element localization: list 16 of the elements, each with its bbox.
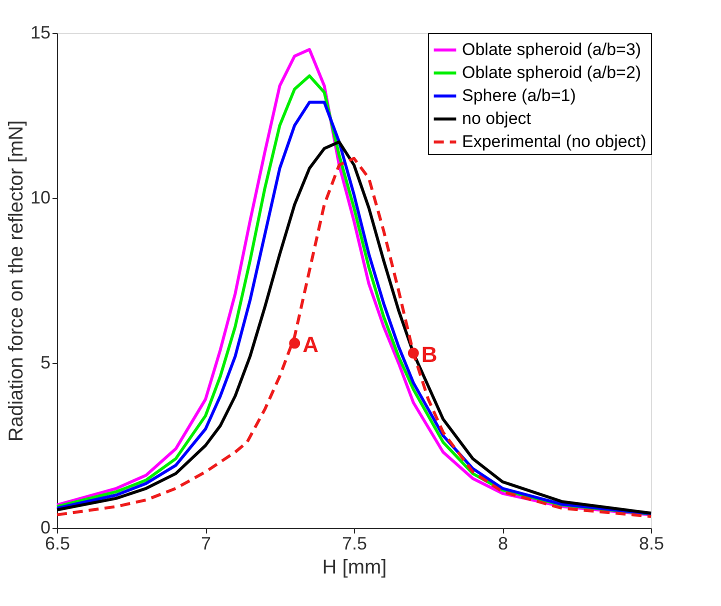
x-tick-label: 7.5 <box>342 534 368 554</box>
legend-label: Sphere (a/b=1) <box>462 86 576 105</box>
y-tick-label: 10 <box>30 188 50 208</box>
y-tick-label: 5 <box>40 352 50 372</box>
x-tick-label: 7 <box>200 534 212 554</box>
y-tick-label: 15 <box>30 22 50 42</box>
annotation: B <box>421 342 438 368</box>
legend-label: Oblate spheroid (a/b=3) <box>462 40 642 59</box>
x-tick-label: 8 <box>498 534 508 554</box>
legend-label: Experimental (no object) <box>462 132 646 151</box>
x-axis-title: H [mm] <box>322 556 387 578</box>
legend-label: Oblate spheroid (a/b=2) <box>462 63 642 82</box>
x-tick-label: 8.5 <box>638 534 664 554</box>
y-axis-title: Radiation force on the reflector [mN] <box>5 120 28 442</box>
legend-label: no object <box>462 109 532 128</box>
annotation: A <box>302 332 319 358</box>
